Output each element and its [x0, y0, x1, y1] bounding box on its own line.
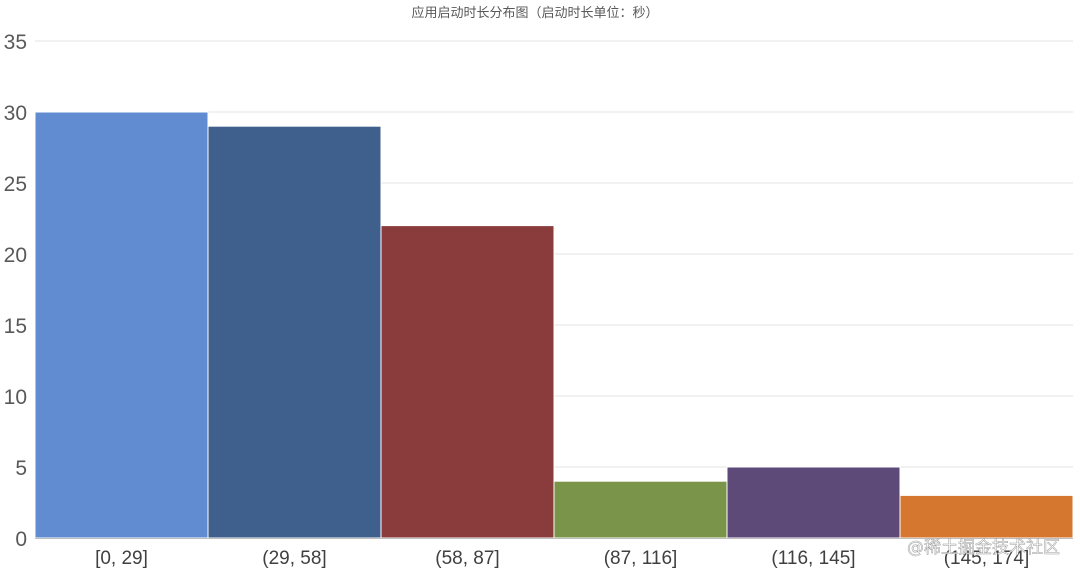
x-tick-label: (116, 145]: [771, 548, 855, 569]
y-tick-label: 35: [4, 31, 27, 54]
y-axis-ticks: 0 5 10 15 20 25 30 35: [4, 31, 27, 551]
bars: [34, 111, 1074, 539]
y-tick-label: 5: [15, 457, 27, 480]
y-tick-label: 15: [4, 315, 27, 338]
y-tick-label: 30: [4, 102, 27, 125]
x-tick-label: (29, 58]: [262, 548, 326, 569]
bar: [899, 494, 1074, 539]
x-tick-label: (58, 87]: [435, 548, 499, 569]
bar: [34, 111, 209, 539]
y-tick-label: 20: [4, 244, 27, 267]
bar: [726, 466, 901, 539]
bar: [207, 125, 382, 539]
bar: [553, 480, 728, 539]
y-tick-label: 25: [4, 173, 27, 196]
chart-title: 应用启动时长分布图（启动时长单位：秒）: [411, 5, 658, 21]
bar: [380, 225, 555, 539]
x-tick-label: (87, 116]: [604, 548, 678, 569]
x-axis-ticks: [0, 29] (29, 58] (58, 87] (87, 116] (116, 14…: [95, 548, 1029, 569]
x-tick-label: [0, 29]: [95, 548, 148, 569]
y-tick-label: 0: [15, 528, 27, 551]
watermark-text: @稀土掘金技术社区: [907, 538, 1060, 558]
y-tick-label: 10: [4, 386, 27, 409]
x-tick-label: (145, 174]: [944, 548, 1030, 569]
